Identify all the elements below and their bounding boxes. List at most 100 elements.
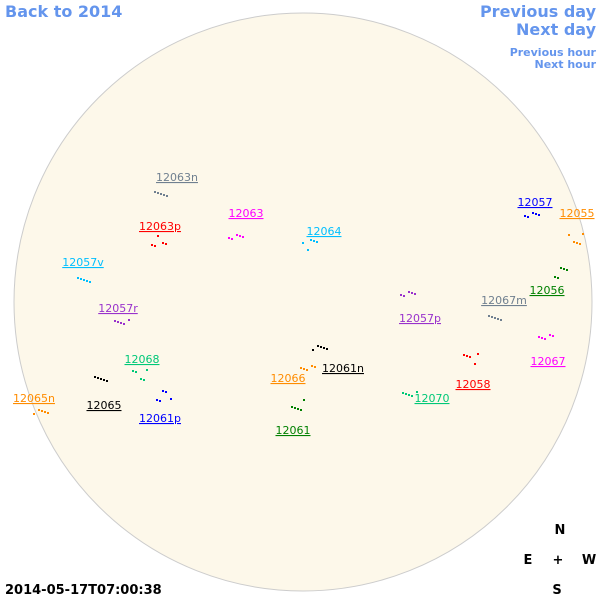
back-link[interactable]: Back to 2014 xyxy=(5,2,122,21)
sunspot xyxy=(408,394,410,396)
sunspot xyxy=(497,318,499,320)
sunspot xyxy=(165,391,167,393)
region-label[interactable]: 12070 xyxy=(415,392,450,405)
sunspot xyxy=(524,215,526,217)
sunspot xyxy=(114,320,116,322)
sunspot xyxy=(239,235,241,237)
sunspot xyxy=(488,315,490,317)
sunspot xyxy=(582,233,584,235)
sunspot xyxy=(300,409,302,411)
sunspot xyxy=(563,268,565,270)
sunspot xyxy=(140,378,142,380)
sunspot xyxy=(94,376,96,378)
sunspot xyxy=(320,346,322,348)
sunspot xyxy=(77,277,79,279)
sunspot xyxy=(416,391,418,393)
sunspot xyxy=(557,277,559,279)
sunspot xyxy=(538,214,540,216)
region-label[interactable]: 12055 xyxy=(560,207,595,220)
previous-day-link[interactable]: Previous day xyxy=(480,2,597,21)
sunspot xyxy=(411,395,413,397)
sunspot xyxy=(291,406,293,408)
sunspot xyxy=(97,377,99,379)
sunspot xyxy=(579,243,581,245)
sunspot xyxy=(41,410,43,412)
sunspot xyxy=(491,316,493,318)
sunspot xyxy=(402,392,404,394)
sunspot xyxy=(33,413,35,415)
sunspot xyxy=(566,269,568,271)
sunspot xyxy=(80,278,82,280)
sunspot xyxy=(552,335,554,337)
sunspot xyxy=(166,195,168,197)
region-label[interactable]: 12057v xyxy=(62,256,104,269)
sunspot xyxy=(294,407,296,409)
sunspot xyxy=(236,234,238,236)
region-label[interactable]: 12057r xyxy=(98,302,138,315)
next-hour-link[interactable]: Next hour xyxy=(535,58,597,71)
sunspot xyxy=(541,337,543,339)
sunspot xyxy=(326,348,328,350)
region-label[interactable]: 12061p xyxy=(139,412,181,425)
sunspot xyxy=(549,334,551,336)
sunspot xyxy=(151,244,153,246)
sunspot xyxy=(160,193,162,195)
previous-hour-link[interactable]: Previous hour xyxy=(510,46,597,59)
region-label[interactable]: 12066 xyxy=(271,372,306,385)
compass-west: W xyxy=(582,553,596,568)
sunspot xyxy=(312,349,314,351)
region-label[interactable]: 12056 xyxy=(530,284,565,297)
sunspot xyxy=(44,411,46,413)
region-label[interactable]: 12061 xyxy=(276,424,311,437)
sunspot xyxy=(405,393,407,395)
sunspot xyxy=(302,242,304,244)
sunspot xyxy=(466,355,468,357)
sunspot xyxy=(86,280,88,282)
region-label[interactable]: 12063 xyxy=(229,207,264,220)
sunspot xyxy=(554,276,556,278)
region-label[interactable]: 12061n xyxy=(322,362,364,375)
region-label[interactable]: 12067m xyxy=(481,294,527,307)
region-label[interactable]: 12063p xyxy=(139,220,181,233)
sunspot xyxy=(316,241,318,243)
sunspot xyxy=(544,338,546,340)
sunspot xyxy=(313,240,315,242)
sunspot xyxy=(297,408,299,410)
sunspot xyxy=(500,319,502,321)
sunspot xyxy=(100,378,102,380)
region-label[interactable]: 12067 xyxy=(531,355,566,368)
sunspot xyxy=(408,291,410,293)
sunspot xyxy=(135,371,137,373)
sunspot xyxy=(310,239,312,241)
sunspot xyxy=(303,368,305,370)
region-label[interactable]: 12065n xyxy=(13,392,55,405)
sunspot xyxy=(165,243,167,245)
next-day-link[interactable]: Next day xyxy=(516,20,597,39)
sunspot xyxy=(323,347,325,349)
sunspot xyxy=(576,242,578,244)
sunspot xyxy=(162,390,164,392)
compass-east: E xyxy=(524,553,533,568)
sunspot xyxy=(47,412,49,414)
region-label[interactable]: 12057 xyxy=(518,196,553,209)
region-label[interactable]: 12065 xyxy=(87,399,122,412)
sunspot xyxy=(242,236,244,238)
sunspot xyxy=(159,400,161,402)
region-label[interactable]: 12057p xyxy=(399,312,441,325)
sunspot xyxy=(157,192,159,194)
sunspot xyxy=(535,213,537,215)
sunspot xyxy=(89,281,91,283)
region-label[interactable]: 12058 xyxy=(456,378,491,391)
sunspot xyxy=(303,399,305,401)
sunspot xyxy=(317,345,319,347)
region-label[interactable]: 12064 xyxy=(307,225,342,238)
sunspot xyxy=(103,379,105,381)
sunspot xyxy=(157,235,159,237)
sunspot xyxy=(314,366,316,368)
region-label[interactable]: 12068 xyxy=(125,353,160,366)
compass-north: N xyxy=(555,523,566,538)
sunspot xyxy=(538,336,540,338)
region-label[interactable]: 12063n xyxy=(156,171,198,184)
sunspot xyxy=(156,399,158,401)
